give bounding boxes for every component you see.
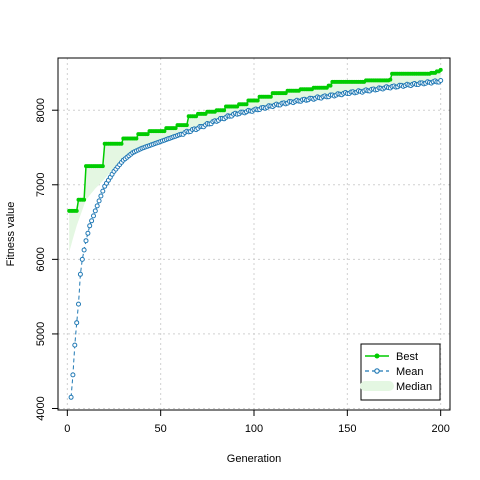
mean-point (79, 256, 85, 262)
y-tick-label: 7000 (35, 173, 47, 197)
best-point (100, 164, 105, 169)
best-point (222, 108, 227, 113)
legend: Best Mean Median (360, 343, 441, 401)
legend-mean-label: Mean (396, 366, 424, 378)
best-series-layer (67, 67, 443, 213)
mean-point (438, 78, 444, 83)
grid-layer (58, 58, 450, 410)
mean-point (94, 203, 100, 209)
x-axis: 0 50 100 150 200 (64, 409, 450, 435)
x-tick-label: 50 (155, 423, 167, 435)
y-tick-label: 8000 (35, 98, 47, 122)
x-axis-title: Generation (227, 453, 281, 465)
mean-point (89, 218, 95, 224)
best-point (328, 83, 333, 88)
mean-point (77, 271, 83, 277)
best-point (173, 126, 178, 131)
x-tick-label: 0 (64, 423, 70, 435)
best-point (255, 98, 260, 103)
mean-point (98, 193, 104, 199)
best-point (119, 141, 124, 146)
best-point (145, 132, 150, 137)
best-point (184, 123, 189, 128)
best-point (162, 129, 167, 134)
best-point (388, 77, 393, 82)
median-band-layer (69, 69, 441, 252)
legend-best-marker (374, 353, 380, 359)
mean-point (70, 372, 76, 378)
mean-point (68, 394, 74, 400)
median-band (69, 69, 441, 252)
best-point (74, 208, 79, 213)
mean-point (100, 188, 106, 194)
mean-point (85, 230, 91, 236)
y-tick-label: 5000 (35, 322, 47, 346)
best-point (134, 136, 139, 141)
mean-point (87, 223, 93, 229)
mean-point (81, 247, 87, 253)
mean-point (72, 342, 78, 348)
legend-median-label: Median (396, 381, 432, 393)
mean-point (92, 208, 98, 214)
y-tick-label: 6000 (35, 247, 47, 271)
mean-point (74, 320, 80, 326)
mean-point (76, 301, 81, 307)
x-tick-label: 100 (245, 423, 263, 435)
y-axis: 4000 5000 6000 7000 8000 (35, 98, 59, 421)
y-tick-label: 4000 (35, 396, 47, 420)
x-tick-label: 150 (338, 423, 356, 435)
best-point (438, 67, 443, 72)
mean-series-layer (68, 78, 444, 400)
y-axis-title: Fitness value (5, 202, 17, 267)
mean-point (96, 198, 102, 204)
mean-point (91, 213, 96, 219)
mean-point (83, 238, 89, 244)
legend-mean-marker (374, 368, 380, 374)
best-point (268, 94, 273, 99)
x-tick-label: 200 (431, 423, 449, 435)
legend-best-label: Best (396, 351, 418, 363)
best-point (244, 102, 249, 107)
best-point (82, 197, 87, 202)
